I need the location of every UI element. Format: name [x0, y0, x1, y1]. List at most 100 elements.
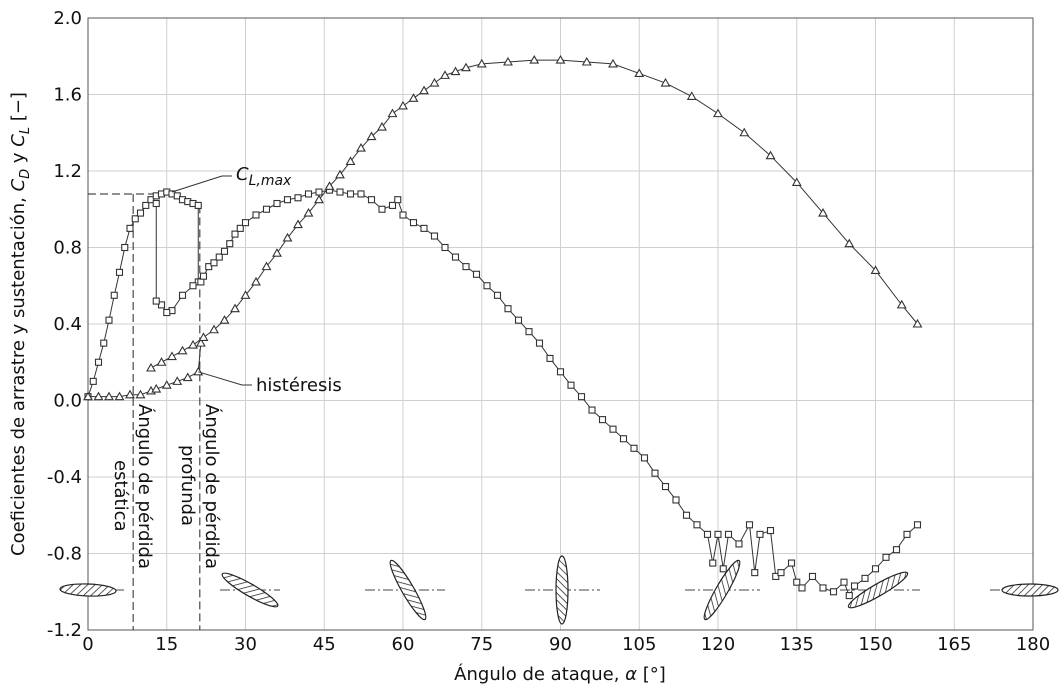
triangle-marker	[608, 58, 618, 68]
y-tick-label: 1.2	[53, 161, 82, 182]
triangle-marker	[104, 391, 114, 401]
square-marker	[367, 196, 376, 204]
square-marker	[199, 272, 208, 280]
square-marker	[525, 328, 533, 336]
square-marker	[346, 190, 355, 198]
square-marker	[231, 230, 239, 238]
square-marker	[94, 358, 103, 366]
square-marker	[661, 483, 670, 491]
square-marker	[142, 201, 150, 209]
triangle-marker	[739, 127, 750, 137]
y-tick-label: 1.6	[53, 85, 82, 106]
square-marker	[136, 209, 145, 217]
x-tick-label: 60	[392, 634, 415, 655]
square-marker	[126, 224, 134, 232]
y-tick-label: 0.0	[53, 391, 82, 412]
square-marker	[152, 199, 160, 208]
square-marker	[567, 381, 575, 389]
x-label-part: Ángulo de ataque,	[454, 663, 625, 685]
square-marker	[829, 588, 838, 596]
y-label-part: y	[8, 147, 29, 169]
square-marker	[703, 530, 712, 538]
square-marker	[882, 553, 890, 561]
square-marker	[493, 291, 502, 299]
triangle-marker	[188, 339, 198, 349]
deep-stall-label: Ángulo de pérdida	[201, 404, 223, 569]
static-stall-label: Ángulo de pérdida	[134, 404, 156, 569]
square-marker	[693, 521, 701, 529]
leader-line	[198, 371, 243, 386]
y-label-part: D	[18, 169, 33, 179]
square-marker	[110, 291, 118, 299]
triangle-marker	[303, 207, 314, 217]
triangle-marker	[93, 391, 104, 401]
x-axis-label: Ángulo de ataque, α [°]	[454, 663, 666, 685]
square-marker	[163, 308, 171, 317]
square-marker	[709, 559, 717, 567]
y-axis-label: Coeficientes de arrastre y sustentación,…	[8, 92, 33, 556]
triangle-marker	[156, 357, 167, 366]
triangle-marker	[503, 56, 513, 66]
square-marker	[472, 270, 481, 278]
x-tick-label: 180	[1016, 634, 1050, 655]
square-marker	[115, 268, 124, 276]
triangle-marker	[398, 100, 408, 110]
triangle-marker	[240, 290, 251, 299]
square-marker	[651, 469, 659, 477]
x-tick-label: 30	[234, 634, 257, 655]
triangle-marker	[461, 62, 471, 72]
triangle-marker	[818, 207, 828, 217]
triangle-marker	[660, 77, 671, 87]
square-marker	[294, 194, 302, 202]
square-marker	[378, 205, 386, 213]
triangle-marker	[272, 248, 282, 257]
square-marker	[262, 205, 271, 213]
square-marker	[903, 530, 911, 538]
triangle-marker	[193, 366, 204, 376]
x-tick-label: 45	[313, 634, 336, 655]
triangle-marker	[440, 70, 450, 79]
square-marker	[751, 569, 759, 577]
square-marker	[598, 416, 607, 424]
square-marker	[630, 444, 638, 452]
y-label-part: L	[18, 127, 33, 134]
square-marker	[100, 339, 108, 347]
triangle-marker	[791, 177, 802, 187]
square-marker	[241, 219, 250, 227]
square-marker	[724, 530, 733, 538]
triangle-marker	[293, 219, 303, 229]
square-marker	[220, 247, 229, 255]
x-tick-label: 15	[155, 634, 178, 655]
triangle-marker	[366, 131, 377, 141]
square-marker	[840, 578, 848, 586]
hysteresis-label: histéresis	[256, 375, 342, 396]
square-marker	[798, 584, 806, 592]
square-marker	[735, 540, 743, 548]
square-marker	[89, 377, 97, 385]
triangle-marker	[314, 194, 324, 204]
square-marker	[787, 559, 796, 567]
cl-max-label: CL,max	[236, 164, 292, 189]
square-marker	[441, 243, 449, 252]
square-marker	[273, 199, 281, 208]
square-marker	[304, 190, 313, 198]
plot-area	[87, 17, 1034, 631]
triangle-marker	[765, 150, 776, 160]
triangle-marker	[324, 181, 335, 190]
triangle-marker	[161, 380, 172, 389]
square-marker	[121, 243, 129, 252]
square-marker	[105, 316, 113, 324]
square-marker	[226, 240, 234, 248]
triangle-marker	[912, 318, 923, 328]
square-marker	[546, 354, 554, 362]
y-label-part: C	[8, 178, 29, 191]
square-marker	[173, 192, 181, 200]
square-marker	[619, 435, 628, 443]
triangle-marker	[634, 68, 645, 78]
leader-line	[171, 175, 223, 193]
square-marker	[210, 259, 218, 267]
square-marker	[850, 582, 859, 590]
x-tick-label: 135	[780, 634, 814, 655]
y-tick-label: 0.4	[53, 314, 82, 335]
